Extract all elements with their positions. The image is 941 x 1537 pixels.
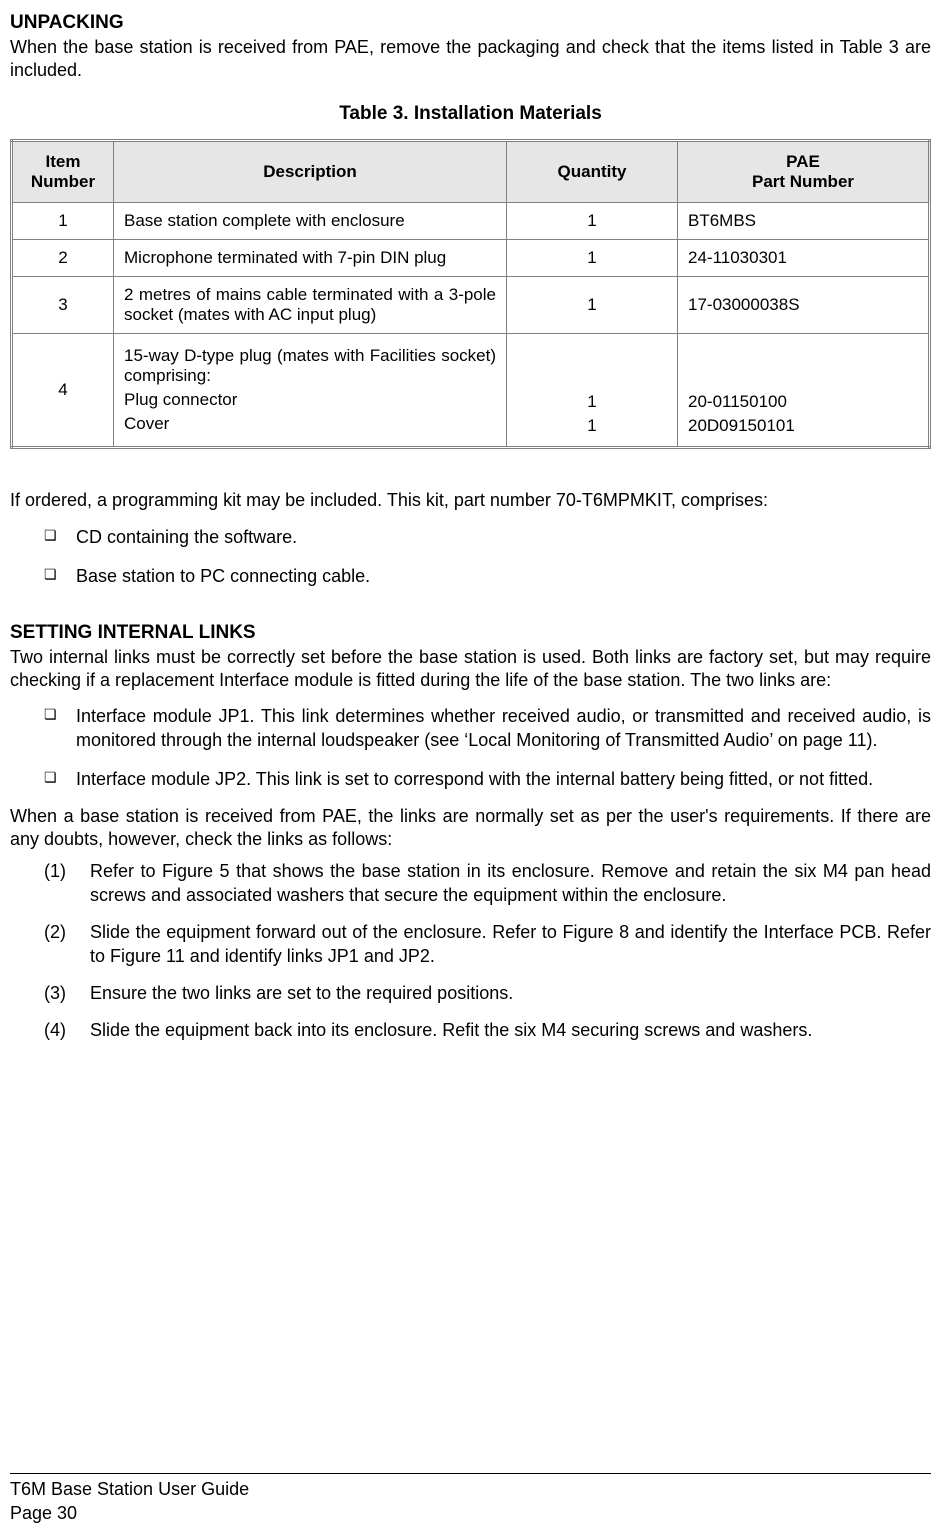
list-item: CD containing the software.: [44, 522, 931, 553]
cell-part-blank: [688, 366, 918, 390]
th-description: Description: [114, 141, 507, 203]
step-item: (2) Slide the equipment forward out of th…: [44, 917, 931, 972]
list-item: Interface module JP1. This link determin…: [44, 701, 931, 756]
cell-qty-blank: [517, 342, 667, 366]
step-number: (4): [44, 1019, 66, 1042]
table-caption: Table 3. Installation Materials: [10, 103, 931, 125]
footer-title: T6M Base Station User Guide: [10, 1478, 931, 1501]
cell-item: 4: [12, 334, 114, 448]
cell-part-sub: 20-01150100: [688, 390, 918, 414]
cell-qty: 1: [507, 277, 678, 334]
cell-item: 3: [12, 277, 114, 334]
para-links-intro: Two internal links must be correctly set…: [10, 646, 931, 691]
table-row: 1 Base station complete with enclosure 1…: [12, 203, 930, 240]
cell-item: 2: [12, 240, 114, 277]
list-steps: (1) Refer to Figure 5 that shows the base…: [44, 856, 931, 1046]
table-row: 4 15-way D-type plug (mates with Facilit…: [12, 334, 930, 448]
para-kit-intro: If ordered, a programming kit may be inc…: [10, 489, 931, 512]
step-number: (1): [44, 860, 66, 883]
footer: T6M Base Station User Guide Page 30: [10, 1473, 931, 1525]
cell-desc-sub: Cover: [124, 412, 496, 436]
para-unpacking: When the base station is received from P…: [10, 36, 931, 81]
step-text: Slide the equipment back into its enclos…: [90, 1020, 812, 1040]
table-installation-materials: Item Number Description Quantity PAEPart…: [10, 139, 931, 449]
cell-part: BT6MBS: [678, 203, 930, 240]
cell-part-sub: 20D09150101: [688, 414, 918, 438]
step-text: Refer to Figure 5 that shows the base st…: [90, 861, 931, 904]
cell-part: 24-11030301: [678, 240, 930, 277]
step-text: Ensure the two links are set to the requ…: [90, 983, 513, 1003]
list-links: Interface module JP1. This link determin…: [44, 701, 931, 795]
th-item-number: Item Number: [12, 141, 114, 203]
th-quantity: Quantity: [507, 141, 678, 203]
cell-item: 1: [12, 203, 114, 240]
cell-qty-sub: 1: [517, 414, 667, 438]
cell-part: 20-01150100 20D09150101: [678, 334, 930, 448]
th-part-number: PAEPart Number: [678, 141, 930, 203]
table-header-row: Item Number Description Quantity PAEPart…: [12, 141, 930, 203]
step-text: Slide the equipment forward out of the e…: [90, 922, 931, 965]
table-row: 3 2 metres of mains cable terminated wit…: [12, 277, 930, 334]
heading-unpacking: UNPACKING: [10, 12, 931, 34]
step-number: (3): [44, 982, 66, 1005]
page: UNPACKING When the base station is recei…: [0, 0, 941, 1537]
cell-desc-sub: Plug connector: [124, 388, 496, 412]
cell-qty-sub: 1: [517, 390, 667, 414]
step-item: (1) Refer to Figure 5 that shows the base…: [44, 856, 931, 911]
cell-qty: 1: [507, 203, 678, 240]
cell-qty-blank: [517, 366, 667, 390]
list-item: Interface module JP2. This link is set t…: [44, 764, 931, 795]
table-row: 2 Microphone terminated with 7-pin DIN p…: [12, 240, 930, 277]
footer-page: Page 30: [10, 1502, 931, 1525]
cell-desc: Base station complete with enclosure: [114, 203, 507, 240]
cell-part: 17-03000038S: [678, 277, 930, 334]
list-kit: CD containing the software. Base station…: [44, 522, 931, 593]
step-number: (2): [44, 921, 66, 944]
cell-qty: 1 1: [507, 334, 678, 448]
cell-part-blank: [688, 342, 918, 366]
cell-desc: 2 metres of mains cable terminated with …: [114, 277, 507, 334]
cell-qty: 1: [507, 240, 678, 277]
cell-desc: Microphone terminated with 7-pin DIN plu…: [114, 240, 507, 277]
step-item: (3) Ensure the two links are set to the r…: [44, 978, 931, 1009]
cell-desc-head: 15-way D-type plug (mates with Facilitie…: [124, 344, 496, 388]
para-steps-intro: When a base station is received from PAE…: [10, 805, 931, 850]
heading-internal-links: SETTING INTERNAL LINKS: [10, 622, 931, 644]
list-item: Base station to PC connecting cable.: [44, 561, 931, 592]
step-item: (4) Slide the equipment back into its enc…: [44, 1015, 931, 1046]
cell-desc: 15-way D-type plug (mates with Facilitie…: [114, 334, 507, 448]
